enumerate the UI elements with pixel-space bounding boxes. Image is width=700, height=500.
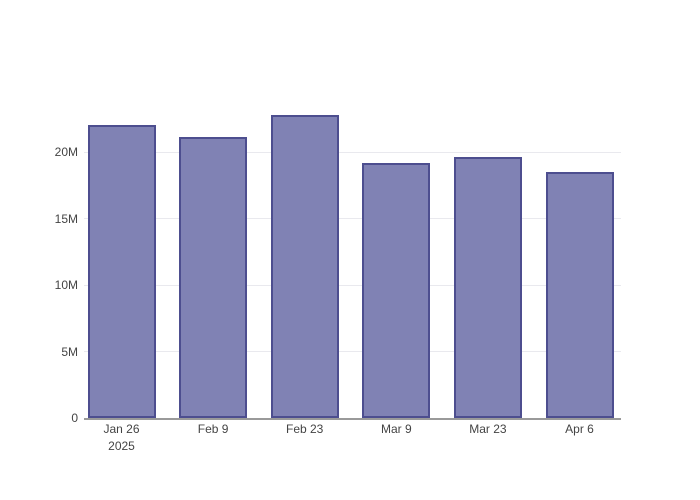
x-tick-date: Mar 23: [469, 422, 507, 436]
x-tick-date: Mar 9: [380, 422, 412, 436]
bar-3[interactable]: [270, 114, 339, 418]
bar-5[interactable]: [453, 157, 522, 418]
x-tick-label: Feb 9: [168, 421, 258, 438]
gridline: [84, 218, 621, 219]
x-tick-label: Feb 23: [260, 421, 350, 438]
bar-6[interactable]: [545, 171, 614, 418]
x-tick-label: Jan 26 2025: [77, 421, 167, 455]
y-tick-label: 0: [71, 411, 78, 425]
y-tick-label: 10M: [54, 278, 78, 292]
gridline: [84, 284, 621, 286]
x-tick-label: Mar 23: [443, 421, 533, 438]
gridline: [84, 351, 621, 352]
y-tick-label: 20M: [54, 145, 78, 159]
y-tick-label: 5M: [61, 344, 78, 359]
x-tick-year: 2025: [108, 439, 135, 453]
y-tick-label: 15M: [54, 211, 78, 226]
x-tick-date: Jan 26: [103, 422, 140, 436]
x-tick-date: Apr 6: [565, 422, 594, 436]
x-axis-line: [84, 418, 621, 420]
x-tick-date: Feb 9: [197, 422, 229, 436]
gridline: [84, 151, 621, 153]
bar-1[interactable]: [87, 125, 156, 418]
x-tick-label: Mar 9: [351, 421, 441, 438]
x-tick-label: Apr 6: [535, 421, 625, 438]
x-tick-date: Feb 23: [286, 422, 324, 436]
bar-4[interactable]: [362, 162, 431, 418]
bar-2[interactable]: [179, 137, 248, 418]
